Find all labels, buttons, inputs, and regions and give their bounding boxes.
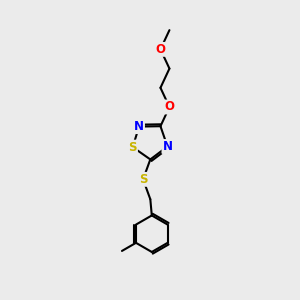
Text: O: O (164, 100, 174, 113)
Text: N: N (163, 140, 172, 153)
Text: O: O (155, 43, 166, 56)
Text: S: S (139, 173, 147, 186)
Text: S: S (128, 141, 137, 154)
Text: N: N (134, 120, 144, 133)
